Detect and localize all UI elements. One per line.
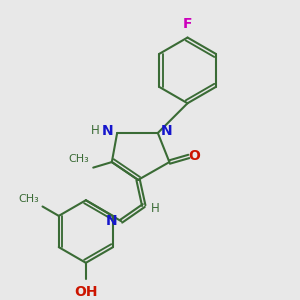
Text: H: H (151, 202, 159, 214)
Text: OH: OH (74, 285, 98, 299)
Text: CH₃: CH₃ (69, 154, 89, 164)
Text: CH₃: CH₃ (19, 194, 39, 204)
Text: N: N (102, 124, 113, 138)
Text: N: N (106, 214, 118, 228)
Text: N: N (161, 124, 172, 138)
Text: H: H (91, 124, 100, 137)
Text: O: O (188, 149, 200, 164)
Text: F: F (183, 17, 192, 31)
